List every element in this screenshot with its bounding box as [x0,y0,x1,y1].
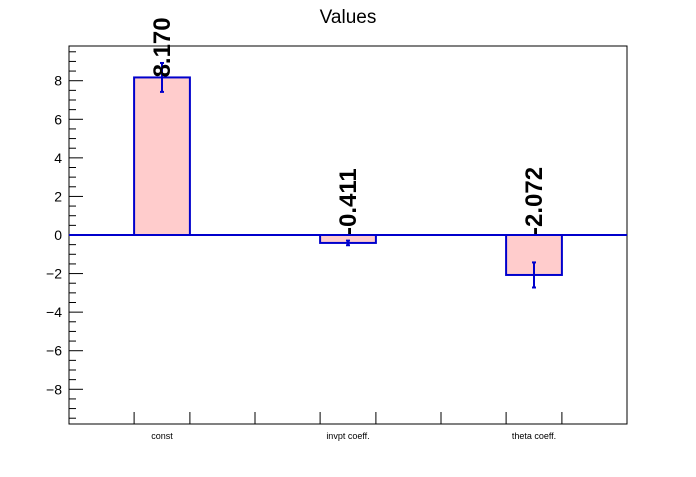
y-tick-label: −4 [46,304,62,320]
x-tick-label: const [151,431,173,441]
y-tick-label: 8 [54,73,62,89]
y-tick-label: 6 [54,111,62,127]
chart-title: Values [320,7,377,28]
value-label: -2.072 [521,167,548,235]
y-tick-label: 2 [54,188,62,204]
y-tick-label: 0 [54,227,62,243]
value-label: 8.170 [149,17,176,77]
x-tick-label: theta coeff. [512,431,556,441]
y-tick-label: 4 [54,150,62,166]
x-tick-label: invpt coeff. [326,431,369,441]
y-tick-label: −2 [46,266,62,282]
y-tick-label: −6 [46,343,62,359]
y-tick-label: −8 [46,381,62,397]
value-label: -0.411 [335,168,362,235]
bar-1 [133,76,191,236]
